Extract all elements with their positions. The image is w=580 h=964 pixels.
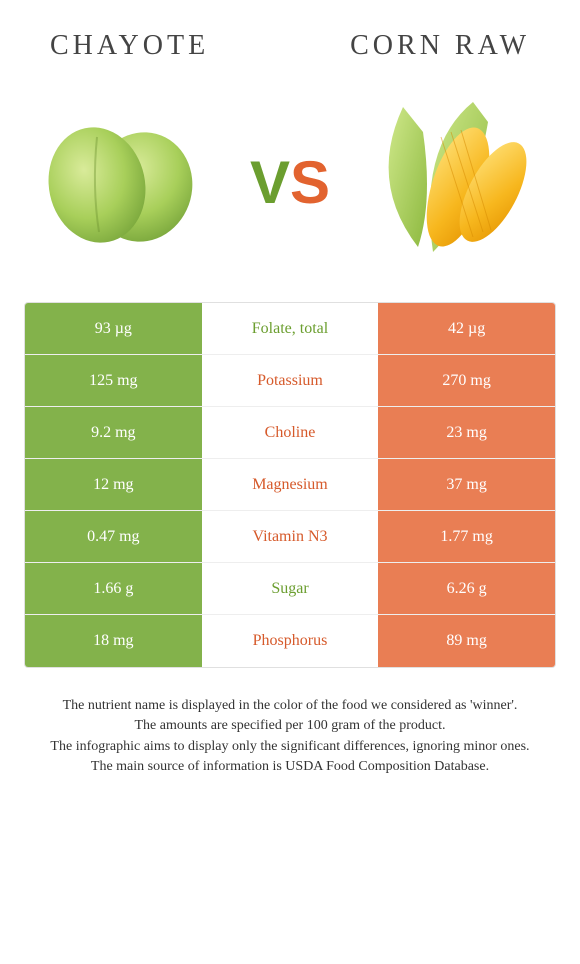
header: CHAYOTE CORN RAW [20,30,560,62]
left-value-cell: 9.2 mg [25,407,202,458]
nutrient-label-cell: Vitamin N3 [202,511,379,562]
chayote-image [37,92,217,272]
nutrient-label-cell: Magnesium [202,459,379,510]
left-value-cell: 0.47 mg [25,511,202,562]
table-row: 93 µgFolate, total42 µg [25,303,555,355]
vs-s: S [290,149,330,216]
footer-line: The main source of information is USDA F… [36,757,544,777]
nutrient-table: 93 µgFolate, total42 µg125 mgPotassium27… [24,302,556,668]
nutrient-label-cell: Potassium [202,355,379,406]
left-value-cell: 18 mg [25,615,202,667]
vs-v: V [250,149,290,216]
right-value-cell: 23 mg [378,407,555,458]
corn-image [363,92,543,272]
infographic-container: CHAYOTE CORN RAW VS [0,0,580,797]
vs-label: VS [250,148,330,217]
nutrient-label-cell: Phosphorus [202,615,379,667]
footer-notes: The nutrient name is displayed in the co… [20,696,560,777]
footer-line: The nutrient name is displayed in the co… [36,696,544,716]
left-value-cell: 1.66 g [25,563,202,614]
table-row: 125 mgPotassium270 mg [25,355,555,407]
left-value-cell: 12 mg [25,459,202,510]
left-food-title: CHAYOTE [50,30,209,62]
nutrient-label-cell: Choline [202,407,379,458]
nutrient-label-cell: Folate, total [202,303,379,354]
right-food-title: CORN RAW [350,30,530,62]
table-row: 18 mgPhosphorus89 mg [25,615,555,667]
nutrient-label-cell: Sugar [202,563,379,614]
table-row: 1.66 gSugar6.26 g [25,563,555,615]
right-value-cell: 6.26 g [378,563,555,614]
right-value-cell: 42 µg [378,303,555,354]
left-value-cell: 93 µg [25,303,202,354]
table-row: 9.2 mgCholine23 mg [25,407,555,459]
footer-line: The infographic aims to display only the… [36,737,544,757]
right-value-cell: 37 mg [378,459,555,510]
left-value-cell: 125 mg [25,355,202,406]
table-row: 12 mgMagnesium37 mg [25,459,555,511]
right-value-cell: 89 mg [378,615,555,667]
table-row: 0.47 mgVitamin N31.77 mg [25,511,555,563]
footer-line: The amounts are specified per 100 gram o… [36,716,544,736]
images-row: VS [20,82,560,282]
right-value-cell: 270 mg [378,355,555,406]
right-value-cell: 1.77 mg [378,511,555,562]
